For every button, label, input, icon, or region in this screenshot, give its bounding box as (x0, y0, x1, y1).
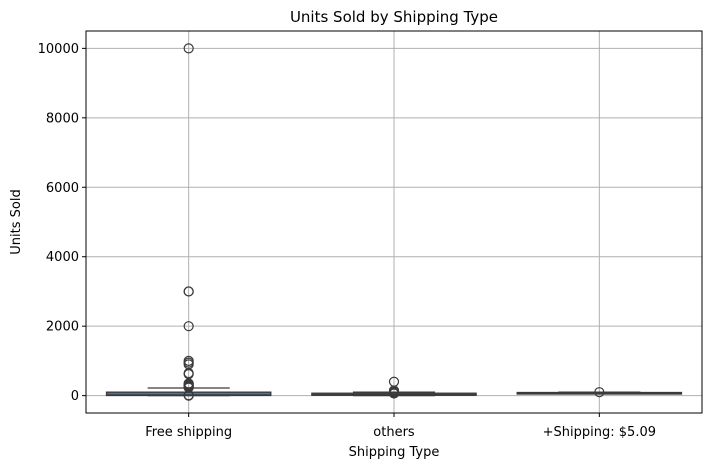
x-tick-label: +Shipping: $5.09 (543, 425, 656, 440)
x-axis-title: Shipping Type (349, 445, 440, 460)
y-axis-title: Units Sold (9, 189, 24, 254)
x-tick-label: others (373, 425, 415, 440)
outlier-point (183, 43, 194, 54)
outlier-point (594, 387, 605, 398)
x-axis: Free shipping others +Shipping: $5.09 (145, 413, 656, 440)
y-tick-label: 4000 (46, 250, 79, 265)
outlier-point (183, 321, 194, 332)
y-tick-label: 6000 (46, 181, 79, 196)
x-tick-label: Free shipping (145, 425, 232, 440)
outlier-point (183, 382, 194, 393)
y-axis: 0 2000 4000 6000 8000 10000 (38, 42, 86, 404)
box-group (516, 387, 683, 398)
outlier-point (183, 390, 194, 401)
plot-frame (85, 30, 703, 414)
y-tick-label: 10000 (38, 42, 79, 57)
box-group (105, 43, 272, 401)
y-tick-label: 8000 (46, 111, 79, 126)
grid (86, 31, 702, 413)
box-group (311, 376, 477, 399)
outlier-point (183, 286, 194, 297)
outlier-point (388, 388, 400, 399)
y-tick-label: 0 (71, 389, 79, 404)
boxes (105, 43, 683, 401)
chart-title: Units Sold by Shipping Type (290, 8, 498, 26)
y-tick-label: 2000 (46, 320, 79, 335)
